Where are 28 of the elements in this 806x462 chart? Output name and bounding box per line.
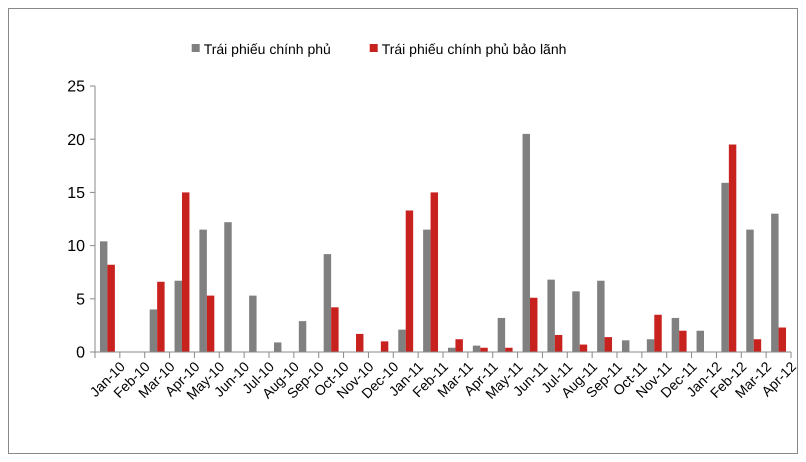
bar (580, 344, 588, 352)
y-tick-label: 10 (67, 238, 86, 256)
bar (530, 298, 538, 352)
bar (430, 192, 438, 352)
bar (778, 328, 786, 352)
bar (654, 314, 662, 352)
bar (206, 296, 214, 352)
bar (754, 339, 762, 352)
bar (157, 282, 165, 352)
bar (554, 334, 562, 352)
y-tick-label: 0 (76, 344, 86, 362)
bar (406, 210, 414, 352)
bar (107, 264, 115, 352)
bar (505, 348, 513, 352)
y-tick-label: 5 (76, 291, 86, 308)
bar (380, 341, 388, 352)
y-tick-label: 15 (67, 185, 86, 202)
bar (455, 339, 463, 352)
bar (679, 330, 687, 352)
bar (182, 192, 190, 352)
bar (604, 337, 612, 352)
y-tick-label: 20 (67, 132, 86, 149)
y-tick-label: 25 (67, 78, 86, 96)
bar (356, 334, 364, 352)
bar (728, 144, 736, 352)
bar (331, 307, 339, 352)
legend-label: Trái phiếu chính phủ (204, 41, 331, 58)
legend-label: Trái phiếu chính phủ bảo lãnh (382, 41, 566, 58)
